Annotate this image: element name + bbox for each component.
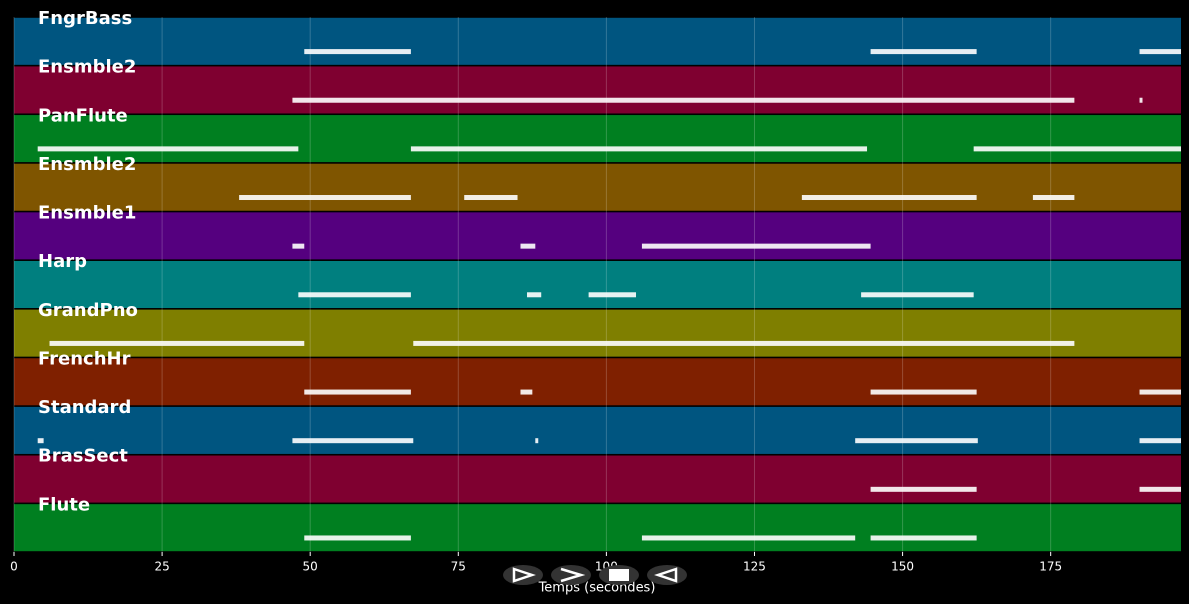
note-segment: [870, 49, 977, 55]
note-segment: [535, 438, 539, 444]
note-segment: [1139, 97, 1143, 103]
note-segment: [413, 340, 1075, 346]
note-segment: [292, 97, 1075, 103]
track-lane: [14, 17, 1181, 65]
track-name: FrenchHr: [38, 348, 131, 369]
note-segment: [1139, 438, 1181, 444]
track-name: Ensmble2: [38, 57, 136, 78]
track-lane: [14, 309, 1181, 357]
track-lane: [14, 358, 1181, 406]
note-segment: [298, 292, 411, 298]
track-lane: [14, 163, 1181, 211]
x-tick-label: 150: [891, 560, 914, 574]
x-tick-label: 75: [451, 560, 466, 574]
track-name: Flute: [38, 494, 90, 515]
note-segment: [304, 389, 411, 395]
track-lane: [14, 115, 1181, 163]
x-axis-label: Temps (secondes): [538, 581, 656, 596]
note-segment: [870, 535, 977, 541]
x-tick-label: 25: [154, 560, 169, 574]
track-name: Ensmble1: [38, 203, 136, 224]
x-tick-label: 0: [10, 560, 18, 574]
track-name: Ensmble2: [38, 154, 136, 175]
note-segment: [1032, 195, 1075, 201]
note-segment: [588, 292, 637, 298]
note-segment: [1139, 486, 1181, 492]
track-lane: [14, 504, 1181, 552]
x-tick-label: 50: [303, 560, 318, 574]
play-button[interactable]: [503, 565, 543, 585]
note-segment: [527, 292, 542, 298]
note-segment: [861, 292, 974, 298]
track-lane: [14, 406, 1181, 454]
note-segment: [37, 146, 299, 152]
note-segment: [870, 486, 977, 492]
note-segment: [1139, 49, 1181, 55]
track-lane: [14, 260, 1181, 309]
track-lane: [14, 455, 1181, 503]
note-segment: [973, 146, 1181, 152]
note-segment: [49, 340, 305, 346]
note-segment: [464, 195, 518, 201]
note-segment: [801, 195, 977, 201]
note-segment: [410, 146, 868, 152]
note-segment: [239, 195, 411, 201]
forward-button[interactable]: [551, 565, 591, 585]
note-segment: [37, 438, 44, 444]
note-segment: [292, 243, 305, 249]
plot: FngrBass Ensmble2 PanFlute Ensmble2 Ensmble1…: [10, 8, 1181, 574]
track-lane: [14, 66, 1181, 114]
note-segment: [304, 535, 411, 541]
note-segment: [304, 49, 411, 55]
track-name: BrasSect: [38, 446, 128, 467]
track-name: Standard: [38, 397, 131, 418]
track-name: FngrBass: [38, 8, 132, 29]
rewind-button[interactable]: [647, 565, 687, 585]
note-segment: [641, 535, 856, 541]
track-name: Harp: [38, 251, 87, 272]
note-segment: [870, 389, 977, 395]
stop-button[interactable]: [599, 565, 639, 585]
track-name: PanFlute: [38, 105, 128, 126]
x-tick-label: 175: [1039, 560, 1062, 574]
note-segment: [292, 438, 414, 444]
track-name: GrandPno: [38, 300, 138, 321]
note-segment: [1139, 389, 1181, 395]
note-segment: [520, 389, 533, 395]
note-segment: [641, 243, 871, 249]
note-segment: [855, 438, 978, 444]
playback-controls: [503, 565, 687, 585]
x-tick-label: 125: [743, 560, 766, 574]
note-segment: [520, 243, 536, 249]
track-lane: [14, 212, 1181, 260]
